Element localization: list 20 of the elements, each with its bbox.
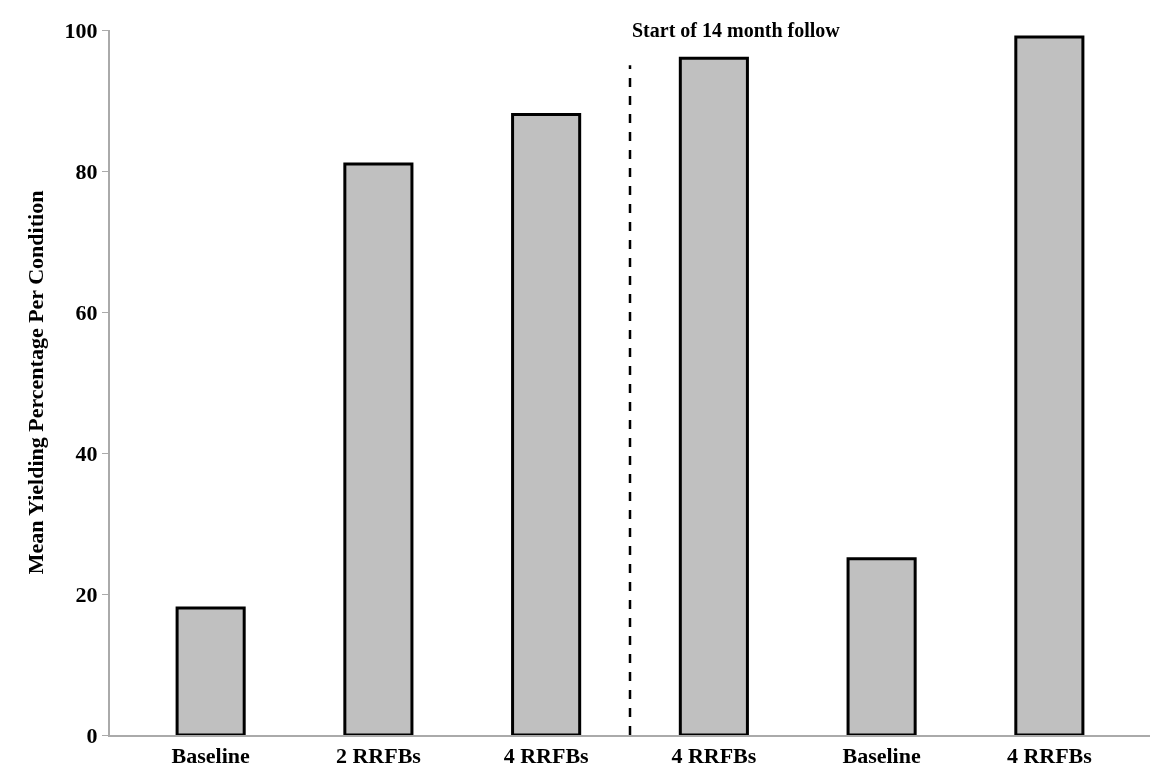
bar <box>343 162 414 735</box>
y-tick-label: 100 <box>64 17 98 43</box>
x-tick-label: 4 RRFBs <box>1006 743 1093 769</box>
y-axis-title: Mean Yielding Percentage Per Condition <box>22 190 48 575</box>
x-tick-label: Baseline <box>171 743 250 769</box>
bar <box>846 557 917 735</box>
y-tick-label: 0 <box>86 722 98 748</box>
x-tick-label: 2 RRFBs <box>335 743 422 769</box>
x-tick-label: 4 RRFBs <box>671 743 757 769</box>
x-tick-label: Baseline <box>842 743 921 769</box>
y-tick-label: 80 <box>75 158 98 184</box>
y-tick-label: 20 <box>75 581 98 607</box>
annotation: Start of 14 month follow <box>632 19 841 41</box>
bar <box>1014 35 1085 735</box>
x-tick-label: 4 RRFBs <box>503 743 590 769</box>
y-tick-label: 40 <box>75 440 98 466</box>
y-tick-label: 60 <box>75 299 98 325</box>
bar <box>175 606 246 735</box>
bar <box>511 113 582 735</box>
bar <box>678 56 749 735</box>
